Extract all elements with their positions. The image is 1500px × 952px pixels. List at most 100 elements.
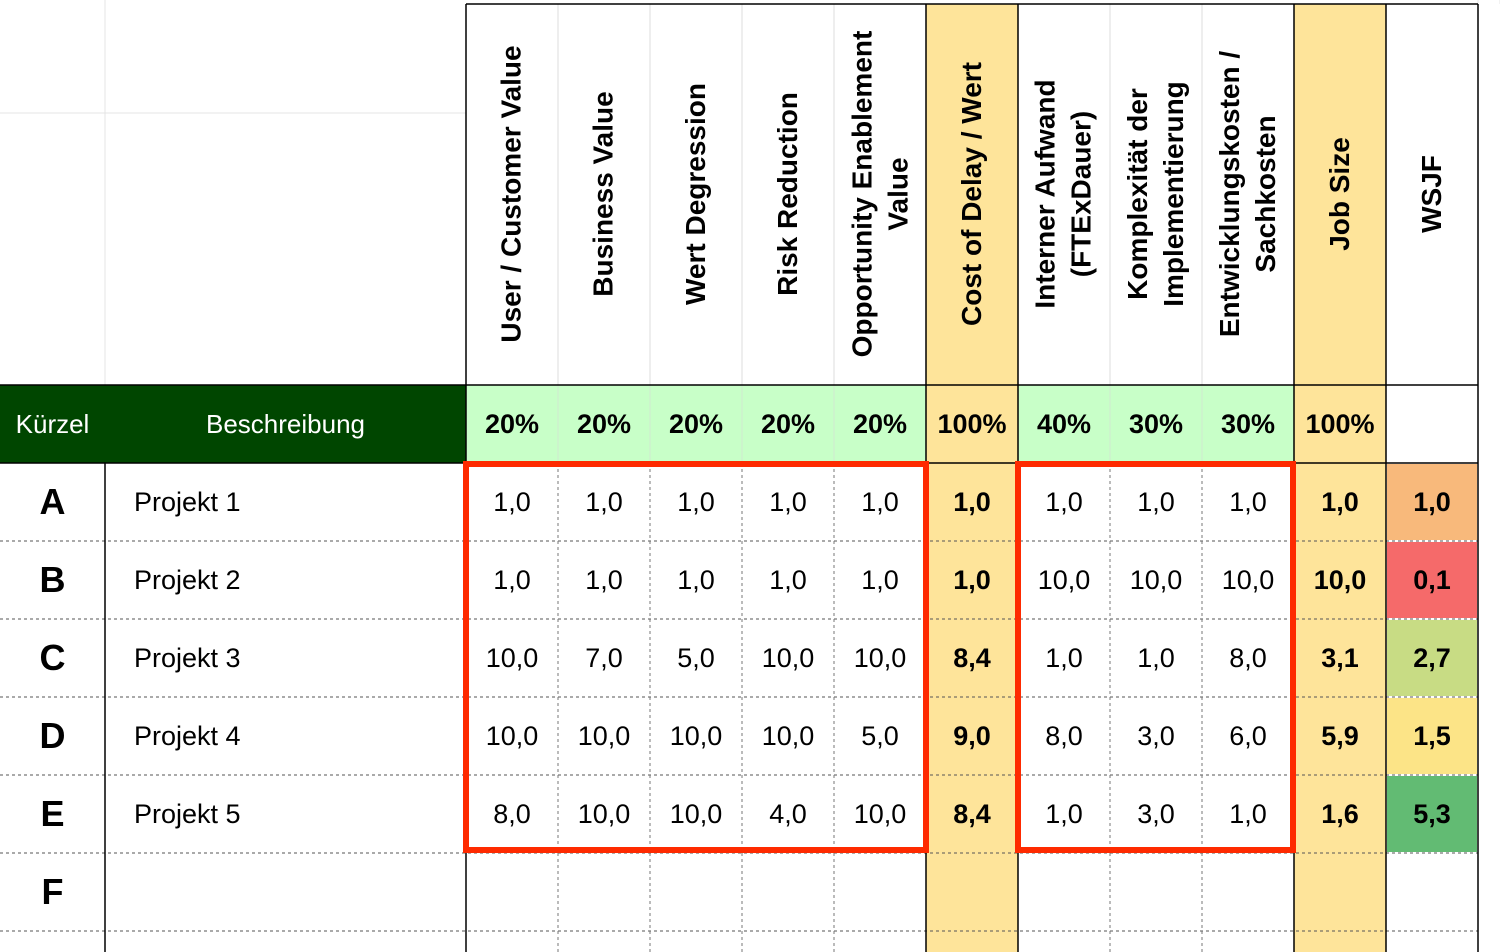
column-header-label-line: Interner Aufwand (1030, 79, 1062, 309)
sum-cell[interactable] (926, 853, 1018, 931)
beschreibung-header: Beschreibung (206, 408, 365, 439)
column-header-opportunity-enablement-value: Opportunity Enablement Value (834, 4, 926, 384)
sum-cell[interactable]: 8,4 (953, 642, 991, 673)
sum-cell[interactable] (1294, 853, 1386, 931)
sum-cell[interactable]: 1,0 (953, 564, 991, 595)
value-cell[interactable]: 10,0 (485, 642, 539, 673)
sum-cell[interactable]: 8,4 (953, 798, 991, 829)
wsjf-cell[interactable] (1386, 853, 1478, 931)
wsjf-cell[interactable]: 1,5 (1413, 720, 1451, 751)
column-header-user-customer-value: User / Customer Value (466, 4, 558, 384)
value-cell[interactable]: 10,0 (853, 642, 907, 673)
sum-cell[interactable]: 1,6 (1321, 798, 1359, 829)
value-cell[interactable]: 3,0 (1137, 798, 1175, 829)
value-cell[interactable]: 1,0 (1137, 642, 1175, 673)
sum-cell[interactable]: 1,0 (953, 486, 991, 517)
wsjf-cell-bg (1387, 620, 1477, 696)
row-code: A (39, 481, 66, 522)
column-header-label: User / Customer Value (496, 45, 528, 343)
value-cell[interactable]: 4,0 (769, 798, 807, 829)
column-header-label-line: (FTExDauer) (1066, 110, 1098, 278)
value-cell[interactable]: 1,0 (585, 486, 623, 517)
column-header-label: Job Size (1324, 137, 1355, 251)
highlight-column-bg (926, 4, 1018, 952)
value-cell[interactable]: 1,0 (677, 486, 715, 517)
value-cell[interactable]: 1,0 (585, 564, 623, 595)
column-header-label: WSJF (1416, 155, 1447, 233)
value-cell[interactable]: 10,0 (669, 798, 723, 829)
value-cell[interactable]: 10,0 (1129, 564, 1183, 595)
wsjf-cell-bg (1387, 542, 1477, 618)
column-header-business-value: Business Value (558, 4, 650, 384)
value-cell[interactable]: 8,0 (1229, 642, 1267, 673)
value-cell[interactable]: 1,0 (677, 564, 715, 595)
weight-opportunity-enablement-value: 20% (852, 408, 908, 439)
column-header-interner-aufwand-ftexdauer: Interner Aufwand (FTExDauer) (1018, 4, 1110, 384)
value-cell[interactable]: 5,0 (861, 720, 899, 751)
value-cell[interactable]: 1,0 (861, 564, 899, 595)
sum-cell[interactable]: 5,9 (1321, 720, 1359, 751)
value-cell[interactable]: 1,0 (493, 486, 531, 517)
value-cell[interactable] (1110, 853, 1202, 931)
weight-band-bg (1018, 385, 1294, 463)
value-cell[interactable]: 10,0 (577, 798, 631, 829)
value-cell[interactable]: 1,0 (769, 486, 807, 517)
value-cell[interactable]: 1,0 (1229, 798, 1267, 829)
column-header-label: Interner Aufwand (FTExDauer) (1028, 79, 1100, 308)
column-header-label-line: Opportunity Enablement (846, 30, 877, 358)
column-header-label: Entwicklungskosten / Sachkosten (1212, 51, 1284, 337)
wsjf-cell[interactable]: 5,3 (1413, 798, 1451, 829)
kuerzel-header: Kürzel (15, 408, 90, 439)
value-cell[interactable]: 1,0 (1045, 798, 1083, 829)
value-cell[interactable]: 6,0 (1229, 720, 1267, 751)
value-cell[interactable]: 5,0 (677, 642, 715, 673)
wsjf-cell[interactable]: 2,7 (1413, 642, 1451, 673)
row-description: Projekt 2 (134, 564, 241, 595)
value-cell[interactable]: 1,0 (1045, 486, 1083, 517)
value-cell[interactable]: 10,0 (485, 720, 539, 751)
value-cell[interactable] (1018, 853, 1110, 931)
value-cell[interactable]: 10,0 (761, 642, 815, 673)
value-cell[interactable] (1202, 853, 1294, 931)
value-cell[interactable] (834, 853, 926, 931)
weight-job-size: 100% (1305, 408, 1375, 439)
value-cell[interactable]: 10,0 (853, 798, 907, 829)
value-cell[interactable]: 1,0 (1229, 486, 1267, 517)
column-header-label: Cost of Delay / Wert (956, 62, 988, 326)
value-cell[interactable]: 10,0 (577, 720, 631, 751)
weight-entwicklungskosten-sachkosten: 30% (1220, 408, 1276, 439)
sum-cell[interactable]: 1,0 (1321, 486, 1359, 517)
value-cell[interactable]: 3,0 (1137, 720, 1175, 751)
value-cell[interactable]: 10,0 (1037, 564, 1091, 595)
row-description: Projekt 1 (134, 486, 241, 517)
value-cell[interactable]: 1,0 (769, 564, 807, 595)
value-cell[interactable] (650, 853, 742, 931)
sum-cell[interactable]: 3,1 (1321, 642, 1359, 673)
weight-wert-degression: 20% (668, 408, 724, 439)
row-description: Projekt 5 (134, 798, 241, 829)
wsjf-cell[interactable]: 1,0 (1413, 486, 1451, 517)
row-code: F (41, 871, 64, 912)
value-cell[interactable]: 10,0 (761, 720, 815, 751)
value-cell[interactable] (466, 853, 558, 931)
value-cell[interactable]: 1,0 (1137, 486, 1175, 517)
column-header-label-line: Komplexität der (1122, 88, 1153, 300)
column-header-komplexitat-der-implementierung: Komplexität der Implementierung (1110, 4, 1202, 384)
value-cell[interactable]: 1,0 (861, 486, 899, 517)
value-cell[interactable]: 1,0 (1045, 642, 1083, 673)
sum-cell[interactable]: 9,0 (953, 720, 991, 751)
value-cell[interactable]: 10,0 (1221, 564, 1275, 595)
value-cell[interactable] (558, 853, 650, 931)
weight-wsjf (1386, 386, 1478, 462)
value-cell[interactable]: 7,0 (585, 642, 623, 673)
value-cell[interactable]: 8,0 (493, 798, 531, 829)
column-header-cost-of-delay-wert: Cost of Delay / Wert (926, 4, 1018, 384)
value-cell[interactable]: 8,0 (1045, 720, 1083, 751)
column-header-entwicklungskosten-sachkosten: Entwicklungskosten / Sachkosten (1202, 4, 1294, 384)
value-cell[interactable]: 1,0 (493, 564, 531, 595)
wsjf-cell[interactable]: 0,1 (1413, 564, 1451, 595)
sum-cell[interactable]: 10,0 (1313, 564, 1367, 595)
value-cell[interactable] (742, 853, 834, 931)
value-cell[interactable]: 10,0 (669, 720, 723, 751)
